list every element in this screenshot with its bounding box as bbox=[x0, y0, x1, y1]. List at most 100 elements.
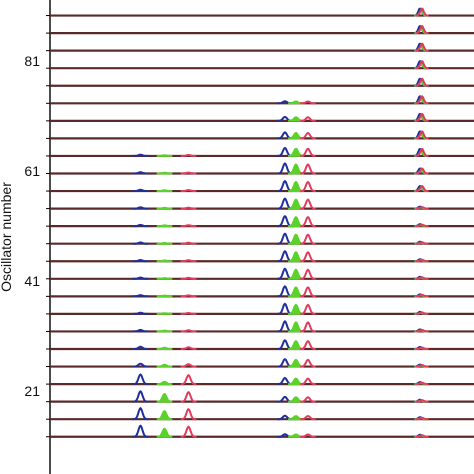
peak-mark bbox=[300, 377, 316, 386]
peak-mark bbox=[300, 286, 316, 298]
peak-mark bbox=[415, 223, 429, 228]
oscillator-row bbox=[50, 373, 474, 386]
y-tick-label: 81 bbox=[24, 53, 40, 69]
peak-mark bbox=[415, 24, 429, 35]
peak-mark bbox=[132, 223, 149, 228]
peak-mark bbox=[277, 250, 293, 263]
oscillator-row bbox=[50, 24, 474, 35]
peak-mark bbox=[300, 233, 316, 245]
peak-mark bbox=[132, 311, 149, 315]
peak-mark bbox=[300, 198, 316, 210]
peak-mark bbox=[132, 294, 149, 298]
oscillator-row bbox=[50, 267, 474, 280]
oscillator-row bbox=[50, 406, 474, 421]
peak-mark bbox=[415, 130, 429, 140]
y-tick-label: 21 bbox=[24, 383, 40, 399]
peak-mark bbox=[277, 339, 293, 350]
peak-mark bbox=[415, 416, 429, 421]
oscillator-row bbox=[50, 77, 474, 87]
oscillator-row bbox=[50, 232, 474, 245]
peak-mark bbox=[132, 362, 149, 368]
peak-mark bbox=[180, 363, 197, 368]
peak-mark bbox=[180, 425, 197, 438]
oscillator-row bbox=[50, 214, 474, 228]
peak-mark bbox=[415, 381, 429, 386]
peak-mark bbox=[300, 358, 316, 368]
peak-mark bbox=[180, 241, 197, 245]
peak-mark bbox=[156, 363, 173, 368]
peak-mark bbox=[180, 373, 197, 386]
peak-mark bbox=[132, 206, 149, 210]
peak-mark bbox=[180, 407, 197, 421]
peak-mark bbox=[300, 415, 316, 421]
peak-mark bbox=[300, 303, 316, 315]
peak-mark bbox=[180, 189, 197, 192]
oscillator-row bbox=[50, 146, 474, 158]
peak-mark bbox=[277, 267, 293, 280]
peak-mark bbox=[415, 328, 429, 333]
oscillator-row bbox=[50, 179, 474, 193]
peak-mark bbox=[300, 433, 316, 438]
peak-mark bbox=[156, 427, 173, 438]
peak-mark bbox=[156, 312, 173, 315]
peak-mark bbox=[132, 345, 149, 350]
peak-mark bbox=[156, 189, 173, 192]
oscillator-row bbox=[50, 7, 474, 17]
peak-mark bbox=[415, 276, 429, 280]
peak-mark bbox=[277, 146, 293, 157]
oscillator-row bbox=[50, 390, 474, 403]
peak-mark bbox=[180, 206, 197, 210]
peak-mark bbox=[132, 390, 149, 403]
peak-mark bbox=[415, 7, 429, 17]
peak-mark bbox=[415, 112, 429, 122]
peak-mark bbox=[180, 154, 197, 157]
oscillator-row bbox=[50, 339, 474, 351]
peak-mark bbox=[288, 340, 304, 350]
peak-mark bbox=[156, 294, 173, 298]
oscillator-row bbox=[50, 112, 474, 122]
peak-mark bbox=[156, 259, 173, 263]
peak-mark bbox=[277, 232, 293, 245]
peak-mark bbox=[180, 276, 197, 280]
oscillator-row bbox=[50, 302, 474, 315]
peak-mark bbox=[300, 340, 316, 350]
peak-mark bbox=[156, 171, 173, 175]
peak-mark bbox=[156, 154, 173, 157]
peak-mark bbox=[415, 311, 429, 315]
oscillator-row bbox=[50, 95, 474, 105]
peak-mark bbox=[415, 147, 429, 157]
peak-mark bbox=[277, 197, 293, 210]
peak-mark bbox=[288, 286, 304, 298]
peak-mark bbox=[132, 406, 149, 421]
peak-mark bbox=[415, 59, 429, 70]
peak-mark bbox=[415, 293, 429, 298]
peak-mark bbox=[277, 162, 293, 175]
peak-mark bbox=[132, 258, 149, 263]
peak-mark bbox=[180, 311, 197, 315]
peak-mark bbox=[300, 180, 316, 192]
peak-mark bbox=[415, 399, 429, 403]
peak-mark bbox=[132, 276, 149, 280]
oscillator-row bbox=[50, 162, 474, 175]
oscillator-row bbox=[50, 358, 474, 368]
oscillator-row bbox=[50, 250, 474, 263]
peak-mark bbox=[277, 285, 293, 298]
peak-mark bbox=[277, 179, 293, 192]
peak-mark bbox=[415, 434, 429, 438]
peak-mark bbox=[415, 258, 429, 263]
peak-mark bbox=[156, 346, 173, 350]
oscillator-row bbox=[50, 130, 474, 140]
peak-mark bbox=[132, 328, 149, 333]
peak-mark bbox=[132, 373, 149, 386]
peak-mark bbox=[288, 180, 304, 192]
peak-mark bbox=[415, 346, 429, 350]
y-tick-label: 41 bbox=[24, 273, 40, 289]
peak-mark bbox=[300, 396, 316, 403]
oscillator-row bbox=[50, 320, 474, 333]
peak-mark bbox=[415, 185, 429, 192]
oscillator-row bbox=[50, 424, 474, 438]
oscillator-row bbox=[50, 197, 474, 210]
peak-mark bbox=[415, 95, 429, 105]
peak-mark bbox=[156, 277, 173, 280]
